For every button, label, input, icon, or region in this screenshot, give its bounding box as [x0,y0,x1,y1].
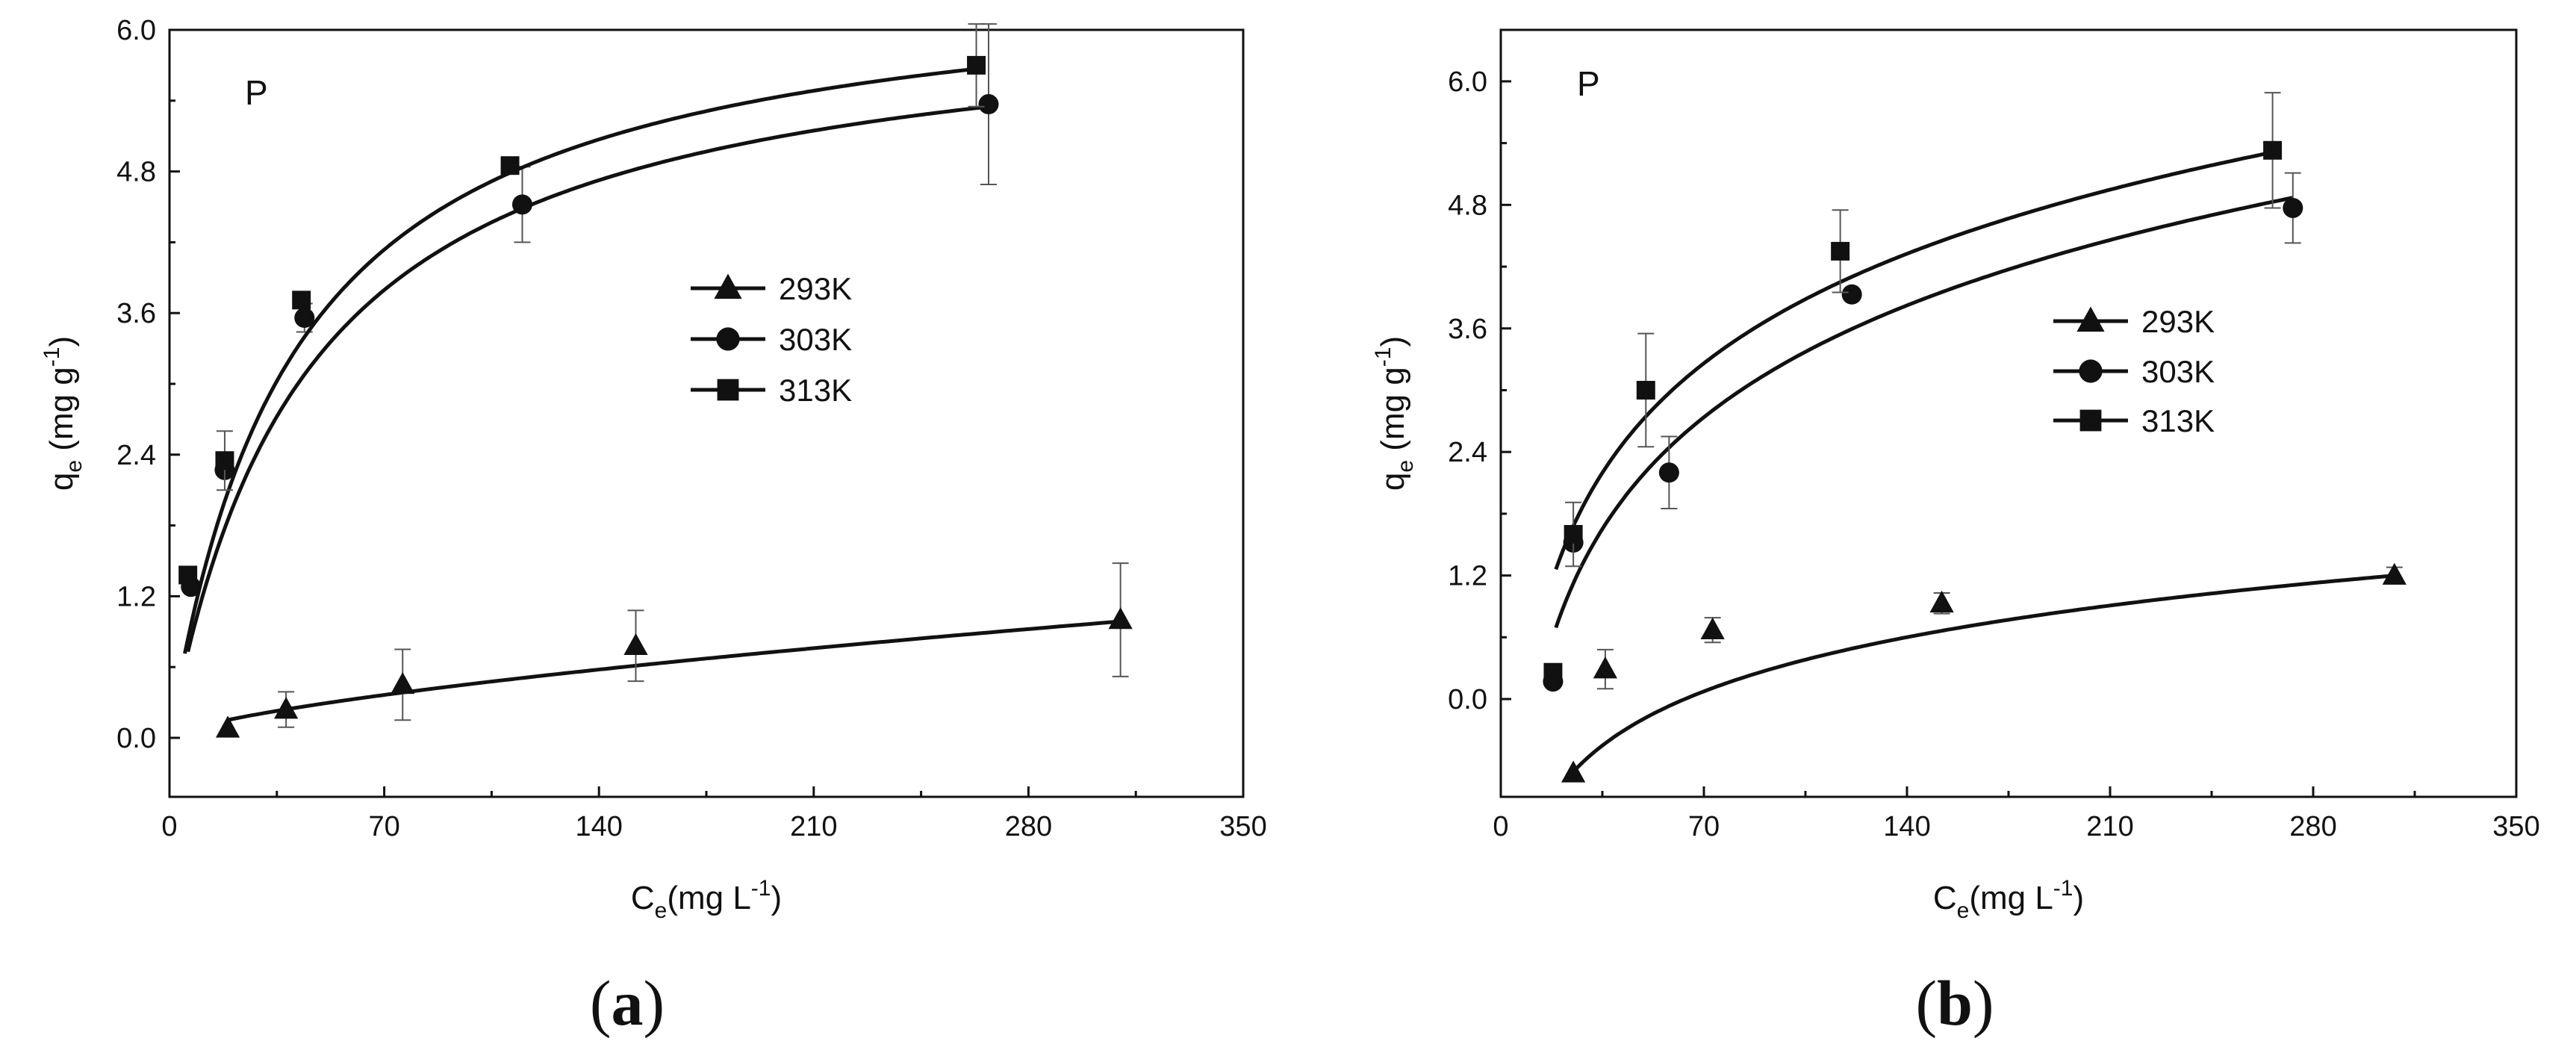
legend-label: 313K [779,373,852,408]
data-point-293K [1561,760,1586,783]
x-tick-label: 0 [161,811,177,842]
y-tick-label: 4.8 [116,157,156,188]
data-point-313K [292,291,311,310]
data-point-303K [1658,462,1679,483]
x-tick-label: 140 [575,811,622,842]
data-point-313K [215,451,234,470]
y-tick-label: 0.0 [116,723,156,754]
data-point-313K [1564,524,1583,544]
data-point-293K [274,697,299,719]
y-tick-label: 2.4 [116,440,156,471]
x-tick-label: 140 [1883,811,1930,842]
data-point-293K [215,715,240,738]
x-tick-label: 350 [2492,811,2539,842]
chart-panel-a: 0 70 140 210 280 350 0.0 1.2 2.4 3.6 4.8 6.0 Ce(mg L… [40,15,1267,1039]
legend-label: 293K [2141,304,2215,339]
y-tick-label: 1.2 [1448,561,1487,592]
y-tick-label: 2.4 [1448,437,1487,468]
x-tick-label: 70 [368,811,399,842]
y-tick-label: 3.6 [116,298,156,329]
panel-caption: (b) [1915,967,1994,1039]
chart-panel-b: 0 70 140 210 280 350 0.0 1.2 2.4 3.6 4.8 6.0 Ce(mg L… [1371,28,2540,1039]
x-tick-label: 210 [790,811,837,842]
data-point-313K [1831,241,1850,261]
panel-caption: (a) [590,967,665,1039]
data-point-293K [1929,590,1954,613]
y-tick-label: 6.0 [116,15,156,46]
data-point-303K [511,194,533,215]
y-tick-label: 3.6 [1448,314,1487,345]
series-303K: 303K [1543,172,2303,692]
x-tick-label: 350 [1219,811,1266,842]
series-293K: 293K [1561,304,2407,783]
fit-curve-313K [1554,150,2274,571]
data-point-303K [294,308,315,329]
x-tick-label: 210 [2086,811,2133,842]
legend-marker [716,327,740,351]
series-313K: 313K [178,23,986,654]
x-tick-label: 0 [1493,811,1508,842]
series-293K: 293K [215,271,1133,738]
x-tick-label: 280 [1005,811,1052,842]
plot-frame [168,28,1245,798]
data-point-313K [1636,381,1655,400]
plot-frame [1499,28,2518,798]
data-point-293K [391,671,415,695]
legend-marker [717,379,739,401]
data-point-293K [623,633,648,656]
legend-marker [2079,359,2103,383]
data-point-293K [1108,607,1133,630]
x-axis-title: Ce(mg L-1) [631,876,782,923]
y-tick-label: 6.0 [1448,66,1487,98]
legend-marker [714,273,742,299]
fit-curve-293K [1575,574,2395,771]
legend-marker [2076,306,2105,332]
y-axis-title: qe (mg g-1) [1371,336,1418,491]
y-tick-label: 0.0 [1448,684,1487,715]
data-point-303K [2283,197,2303,219]
fit-curve-313K [183,66,977,654]
data-point-313K [500,156,520,176]
panel-tag-label: P [245,73,268,112]
data-point-313K [178,565,198,585]
x-tick-label: 280 [2289,811,2336,842]
y-tick-label: 4.8 [1448,190,1487,221]
fit-curve-293K [227,619,1121,722]
x-tick-label: 70 [1688,811,1720,842]
y-tick-label: 1.2 [116,581,156,612]
data-point-293K [1700,617,1725,639]
y-axis-title: qe (mg g-1) [40,336,87,491]
x-axis-title: Ce(mg L-1) [1933,876,2084,923]
series-313K: 313K [1543,92,2283,682]
data-point-303K [978,94,999,115]
legend-marker [2079,409,2102,432]
panel-tag-label: P [1577,64,1600,103]
data-point-313K [967,55,986,75]
data-point-313K [2263,140,2283,160]
fit-curve-303K [1554,196,2294,629]
legend-label: 293K [779,271,852,306]
data-point-293K [1593,656,1618,679]
data-point-303K [1841,284,1862,305]
legend-label: 303K [2141,354,2215,389]
legend-label: 303K [779,322,852,357]
fit-curve-303K [186,105,989,653]
legend-label: 313K [2141,403,2215,438]
data-point-293K [2382,562,2407,585]
data-point-313K [1543,662,1563,682]
